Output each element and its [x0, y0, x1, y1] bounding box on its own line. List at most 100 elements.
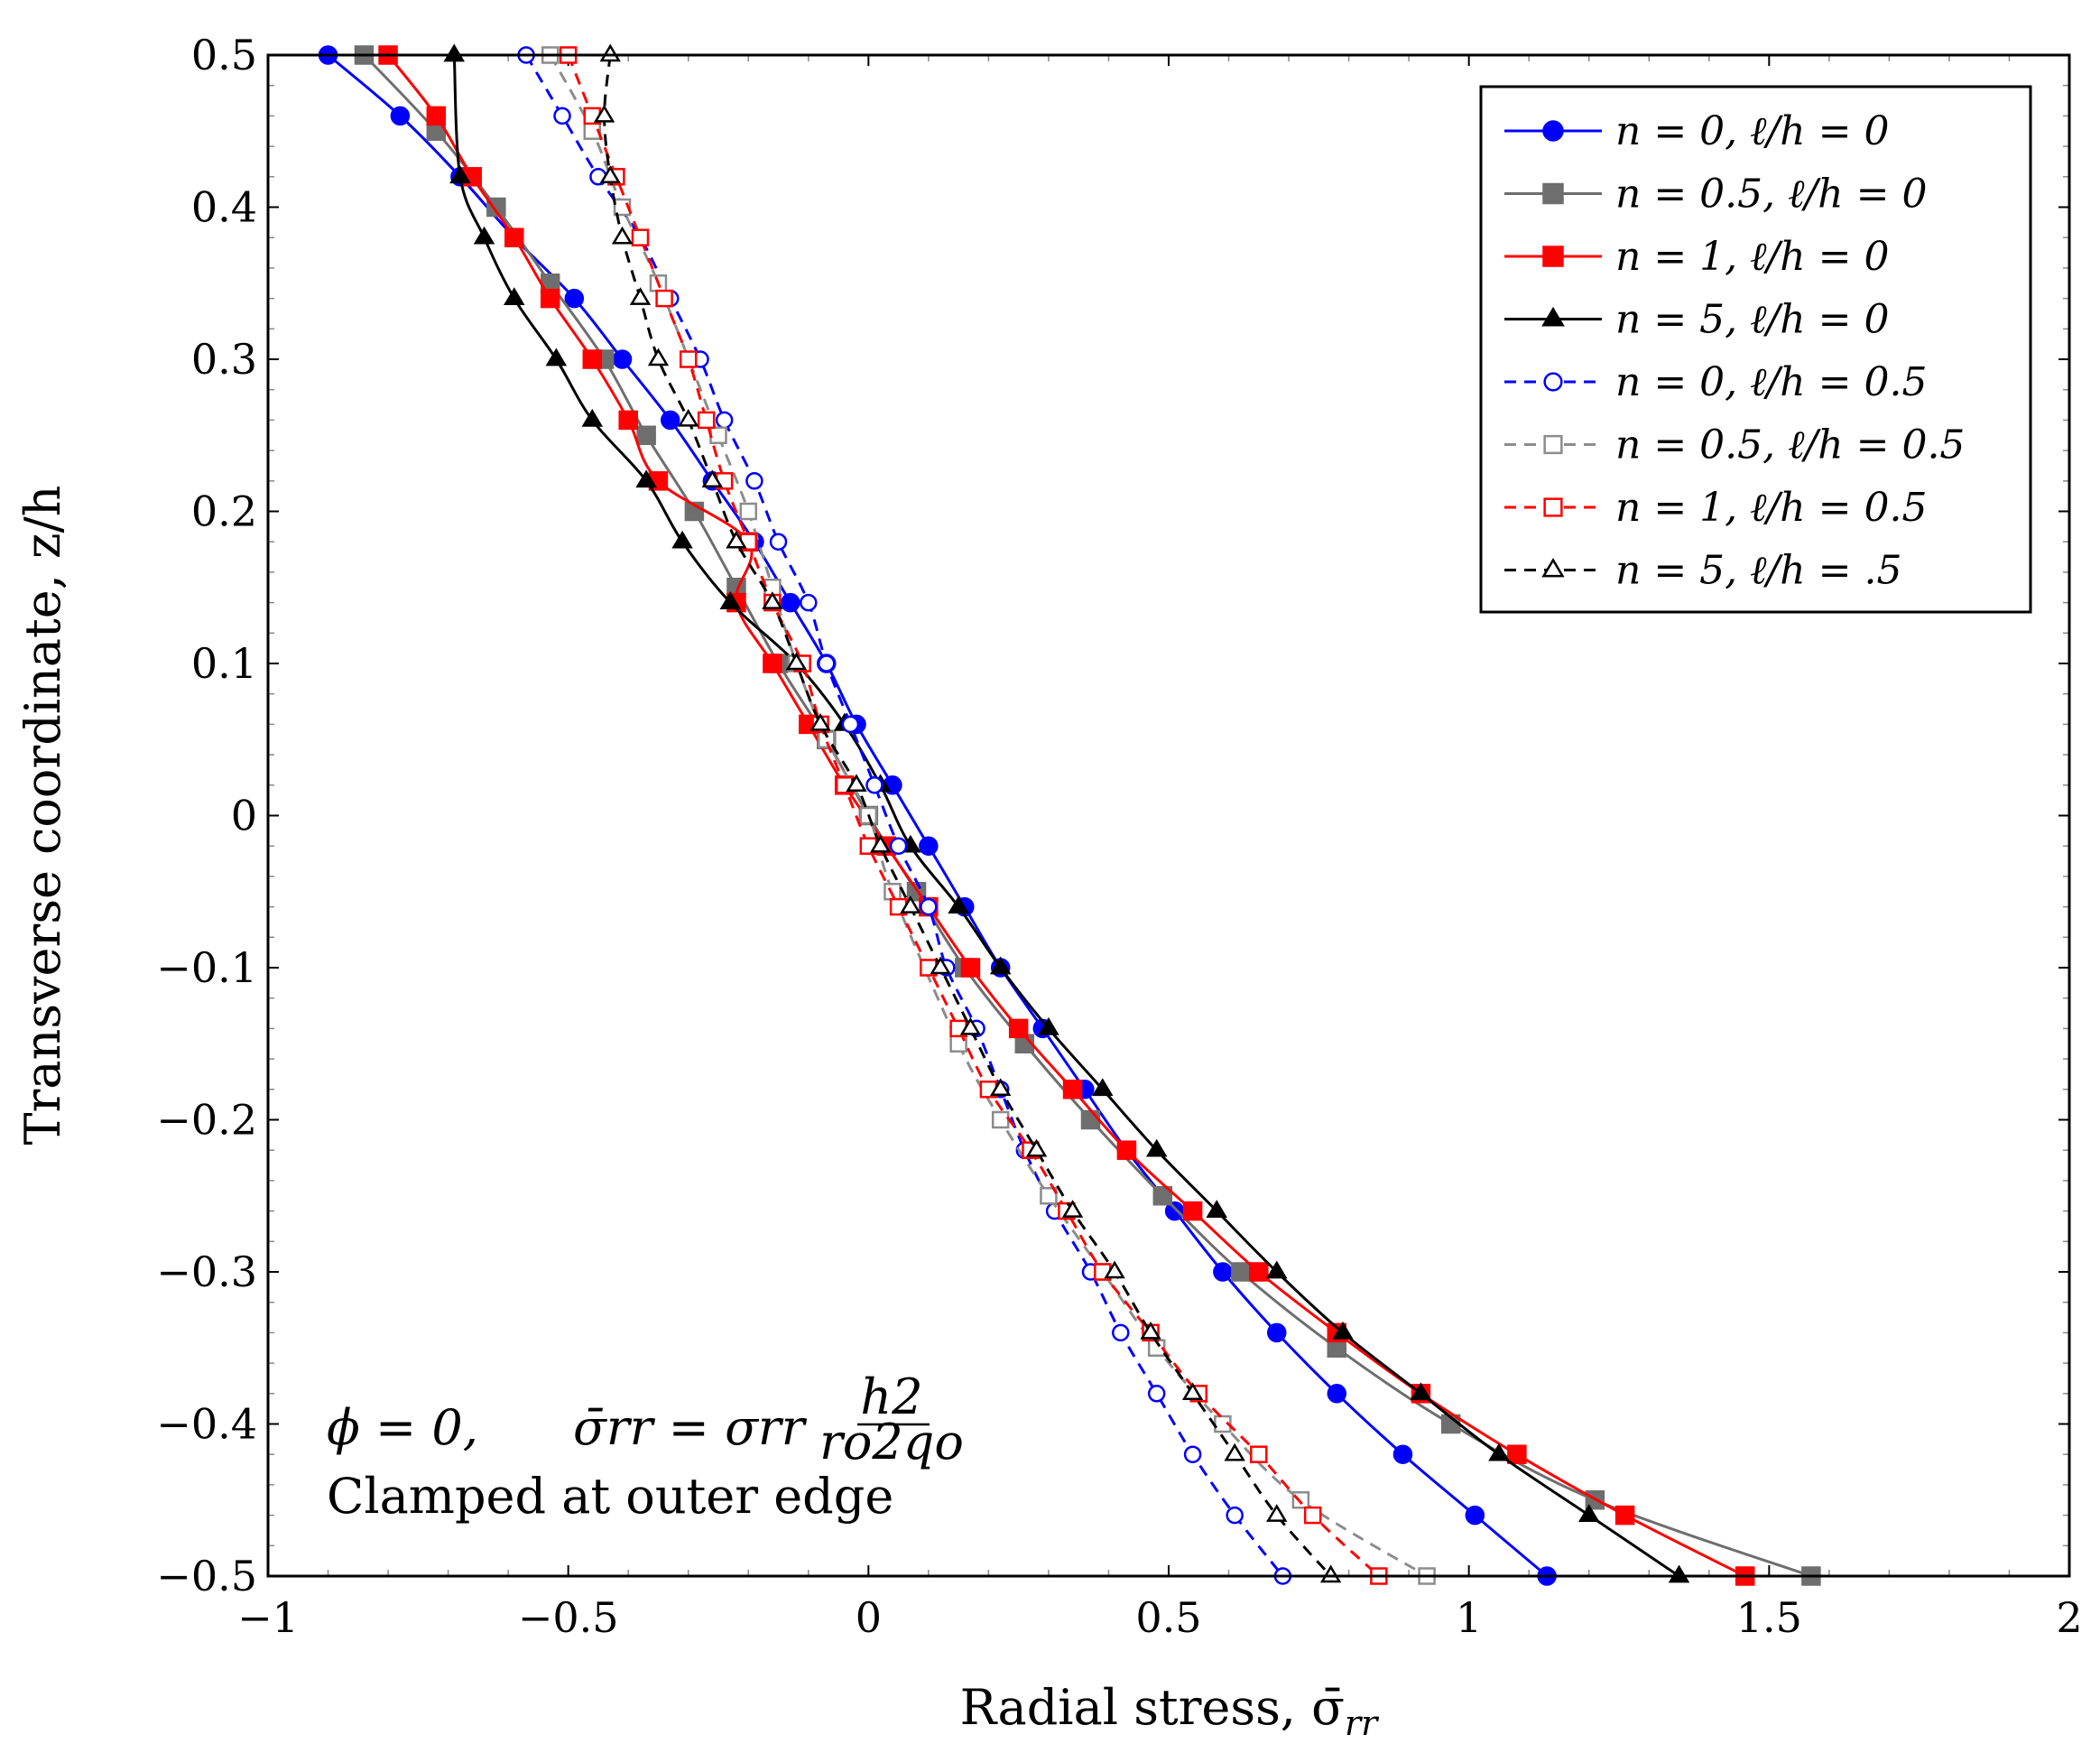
y-tick-label: 0 [231, 792, 257, 840]
data-point [1104, 1260, 1125, 1279]
y-tick-label: −0.3 [156, 1248, 257, 1296]
series-line [549, 54, 1428, 1578]
data-point [919, 836, 939, 856]
data-point [426, 106, 447, 126]
data-point [697, 411, 716, 430]
y-tick-label: −0.1 [156, 943, 257, 992]
data-point [655, 289, 673, 308]
data-point [1040, 1187, 1058, 1205]
data-point [671, 530, 693, 549]
x-tick-label: 1 [1456, 1593, 1482, 1642]
data-point [865, 776, 883, 794]
data-point [1008, 1018, 1029, 1039]
data-point [1226, 1506, 1244, 1525]
data-point [1147, 1385, 1166, 1403]
data-point [809, 712, 831, 731]
data-point [1183, 1445, 1202, 1463]
data-point [1145, 1138, 1168, 1157]
legend-marker [1543, 434, 1563, 455]
legend-marker [1542, 246, 1564, 267]
data-point [930, 956, 951, 975]
data-point [582, 349, 603, 369]
data-point [1038, 1016, 1059, 1035]
data-point [1465, 1505, 1485, 1526]
data-point [611, 226, 634, 245]
data-point [593, 104, 615, 123]
legend-entry: n = 0.5, ℓ/h = 0 [1504, 172, 1927, 218]
legend-marker [1542, 120, 1564, 142]
data-point [785, 652, 808, 671]
data-point [1410, 1382, 1432, 1401]
data-point [581, 408, 604, 427]
data-point [948, 895, 969, 914]
legend-entry: n = 0, ℓ/h = 0 [1504, 108, 1889, 154]
legend-entry: n = 0, ℓ/h = 0.5 [1504, 359, 1927, 405]
plot-frame [266, 53, 2071, 1578]
data-point [841, 715, 860, 734]
legend-label: n = 5, ℓ/h = .5 [1615, 548, 1901, 594]
x-tick-label: −1 [237, 1593, 299, 1642]
data-point [846, 774, 867, 793]
data-point [504, 287, 525, 305]
data-point [1224, 1442, 1245, 1461]
data-point [1267, 1322, 1287, 1343]
data-point [540, 288, 560, 309]
legend-label: n = 0, ℓ/h = 0.5 [1615, 359, 1927, 405]
data-point [1182, 1201, 1203, 1221]
y-tick-label: 0.4 [191, 183, 257, 232]
data-point [920, 897, 938, 916]
data-point [763, 654, 782, 673]
legend-label: n = 1, ℓ/h = 0 [1615, 234, 1889, 280]
data-point [1507, 1444, 1527, 1464]
data-point [612, 349, 633, 369]
x-tick-labels: −1 −0.5 0 0.5 1 1.5 2 [237, 1593, 2083, 1642]
legend-entry: n = 1, ℓ/h = 0 [1504, 234, 1889, 280]
data-point [1206, 1200, 1227, 1218]
x-tick-label: 1.5 [1736, 1593, 1802, 1642]
data-point [599, 165, 621, 184]
legend: n = 0, ℓ/h = 0 n = 0.5, ℓ/h = 0 n = 1, ℓ/h… [1479, 85, 2032, 614]
data-point [715, 411, 734, 430]
x-tick-label: 0 [856, 1593, 882, 1642]
data-point [989, 956, 1012, 975]
series-line [327, 53, 1549, 1578]
x-axis-title: Radial stress, σ̄rr [960, 1679, 1381, 1743]
data-point [564, 288, 585, 309]
legend-marker [1542, 182, 1564, 205]
data-point [636, 425, 656, 445]
y-tick-label: 0.3 [191, 335, 257, 384]
legend-label: n = 5, ℓ/h = 0 [1615, 297, 1889, 343]
data-point [631, 228, 650, 246]
legend-marker [1541, 558, 1565, 578]
data-point [504, 227, 524, 247]
y-tick-labels: 0.5 0.4 0.3 0.2 0.1 0 −0.1 −0.2 −0.3 −0.4 −0.5 [156, 31, 257, 1600]
data-point [1152, 1186, 1173, 1206]
data-point [449, 165, 471, 184]
data-point [1080, 1109, 1101, 1130]
legend-entry: n = 5, ℓ/h = .5 [1504, 548, 1901, 594]
y-tick-label: 0.2 [191, 487, 257, 536]
data-point [647, 348, 670, 366]
x-tick-label: 0.5 [1135, 1593, 1201, 1642]
y-tick-label: −0.4 [156, 1400, 257, 1449]
data-point [545, 348, 568, 366]
data-point [1140, 1321, 1161, 1340]
legend-entry: n = 0.5, ℓ/h = 0.5 [1504, 422, 1965, 468]
data-point [1116, 1140, 1137, 1160]
legend-label: n = 1, ℓ/h = 0.5 [1615, 485, 1927, 531]
data-point [739, 502, 758, 521]
y-axis-title: Transverse coordinate, z/h [14, 486, 71, 1145]
series-line [603, 54, 1332, 1577]
data-point [390, 106, 411, 126]
annotation: ϕ = 0, σ̄rr = σrr h2 ro2qo Clamped at ou… [327, 1368, 964, 1525]
legend-entry: n = 1, ℓ/h = 0.5 [1504, 485, 1927, 531]
data-point [661, 410, 680, 431]
data-point [869, 834, 892, 853]
data-point [889, 837, 908, 855]
data-point [1265, 1260, 1288, 1279]
data-point [1250, 1445, 1268, 1463]
data-point [1392, 1444, 1413, 1464]
data-point [900, 895, 921, 914]
data-point [1062, 1080, 1083, 1099]
data-point [1319, 1564, 1342, 1583]
